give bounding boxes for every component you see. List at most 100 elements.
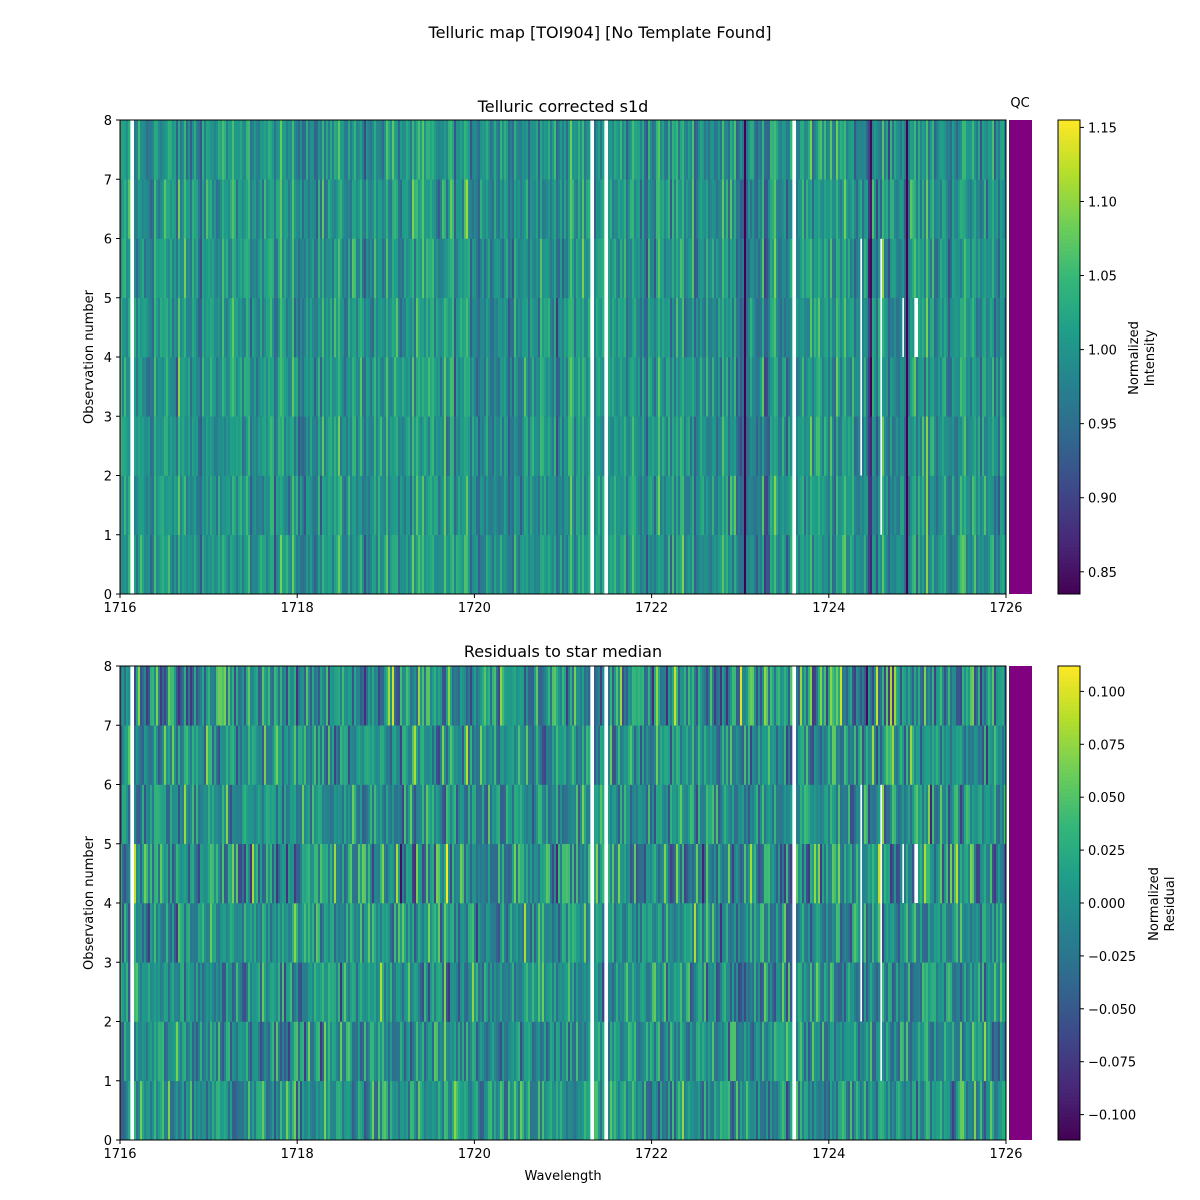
- heatmap-cell: [454, 843, 457, 904]
- heatmap-cell: [736, 297, 739, 358]
- heatmap-cell: [458, 666, 461, 726]
- heatmap-cell: [274, 784, 277, 845]
- colorbar-segment: [1058, 167, 1080, 172]
- heatmap-cell: [168, 725, 171, 785]
- heatmap-cell: [778, 297, 781, 358]
- heatmap-cell: [248, 1080, 251, 1141]
- heatmap-cell: [306, 475, 309, 536]
- heatmap-cell: [198, 534, 201, 595]
- heatmap-cell: [574, 357, 577, 417]
- heatmap-cell: [762, 179, 765, 239]
- heatmap-cell: [962, 238, 965, 299]
- heatmap-cell: [504, 416, 507, 476]
- heatmap-cell: [354, 903, 357, 963]
- heatmap-cell: [346, 962, 349, 1022]
- heatmap-cell: [330, 416, 333, 476]
- heatmap-cell: [350, 534, 353, 595]
- heatmap-cell: [460, 238, 463, 299]
- heatmap-cell: [814, 297, 817, 358]
- heatmap-cell: [734, 238, 737, 299]
- colorbar-segment: [1058, 179, 1080, 184]
- heatmap-cell: [890, 238, 893, 299]
- heatmap-cell: [178, 120, 181, 180]
- heatmap-cell: [776, 238, 779, 299]
- heatmap-cell: [428, 784, 431, 845]
- heatmap-cell: [374, 666, 377, 726]
- heatmap-cell: [896, 475, 899, 536]
- heatmap-cell: [190, 1080, 193, 1141]
- heatmap-cell: [372, 416, 375, 476]
- heatmap-cell: [512, 534, 515, 595]
- heatmap-cell: [184, 666, 187, 726]
- heatmap-cell: [680, 120, 683, 180]
- heatmap-cell: [244, 297, 247, 358]
- heatmap-cell: [446, 725, 449, 785]
- heatmap-cell: [286, 1021, 289, 1082]
- heatmap-cell: [212, 297, 215, 358]
- heatmap-cell: [226, 784, 229, 845]
- heatmap-cell: [426, 725, 429, 785]
- heatmap-cell: [900, 120, 903, 180]
- heatmap-cell: [376, 297, 379, 358]
- heatmap-cell: [474, 475, 477, 536]
- heatmap-cell: [354, 666, 357, 726]
- heatmap-cell: [210, 357, 213, 417]
- heatmap-cell: [158, 843, 161, 904]
- heatmap-cell: [276, 416, 279, 476]
- heatmap-cell: [820, 297, 823, 358]
- heatmap-cell: [376, 416, 379, 476]
- heatmap-cell: [806, 357, 809, 417]
- heatmap-cell: [928, 120, 931, 180]
- heatmap-cell: [302, 297, 305, 358]
- heatmap-cell: [434, 120, 437, 180]
- heatmap-cell: [122, 179, 125, 239]
- heatmap-cell: [774, 120, 777, 180]
- heatmap-cell: [870, 534, 873, 595]
- heatmap-cell: [350, 120, 353, 180]
- heatmap-cell: [282, 297, 285, 358]
- heatmap-cell: [388, 297, 391, 358]
- heatmap-cell: [846, 534, 849, 595]
- heatmap-cell: [248, 120, 251, 180]
- heatmap-cell: [496, 357, 499, 417]
- heatmap-cell: [570, 357, 573, 417]
- heatmap-cell: [404, 475, 407, 536]
- heatmap-cell: [250, 1080, 253, 1141]
- heatmap-cell: [516, 297, 519, 358]
- heatmap-cell: [334, 784, 337, 845]
- heatmap-cell: [304, 179, 307, 239]
- heatmap-cell: [226, 357, 229, 417]
- heatmap-cell: [564, 297, 567, 358]
- heatmap-cell: [644, 179, 647, 239]
- heatmap-cell: [430, 297, 433, 358]
- heatmap-cell: [332, 120, 335, 180]
- heatmap-cell: [940, 297, 943, 358]
- heatmap-cell: [860, 179, 863, 239]
- heatmap-cell: [234, 1021, 237, 1082]
- heatmap-cell: [296, 238, 299, 299]
- heatmap-cell: [656, 475, 659, 536]
- heatmap-cell: [330, 1080, 333, 1141]
- heatmap-cell: [286, 120, 289, 180]
- heatmap-cell: [474, 416, 477, 476]
- heatmap-cell: [788, 416, 791, 476]
- heatmap-cell: [372, 357, 375, 417]
- heatmap-cell: [466, 238, 469, 299]
- heatmap-cell: [660, 120, 663, 180]
- heatmap-cell: [326, 784, 329, 845]
- heatmap-cell: [716, 179, 719, 239]
- heatmap-cell: [138, 179, 141, 239]
- heatmap-cell: [702, 120, 705, 180]
- heatmap-cell: [298, 416, 301, 476]
- heatmap-cell: [450, 725, 453, 785]
- heatmap-cell: [444, 962, 447, 1022]
- heatmap-cell: [278, 534, 281, 595]
- heatmap-cell: [548, 357, 551, 417]
- heatmap-cell: [422, 238, 425, 299]
- heatmap-cell: [186, 903, 189, 963]
- heatmap-cell: [384, 1080, 387, 1141]
- heatmap-cell: [188, 784, 191, 845]
- heatmap-cell: [906, 475, 909, 536]
- heatmap-cell: [514, 475, 517, 536]
- heatmap-cell: [414, 416, 417, 476]
